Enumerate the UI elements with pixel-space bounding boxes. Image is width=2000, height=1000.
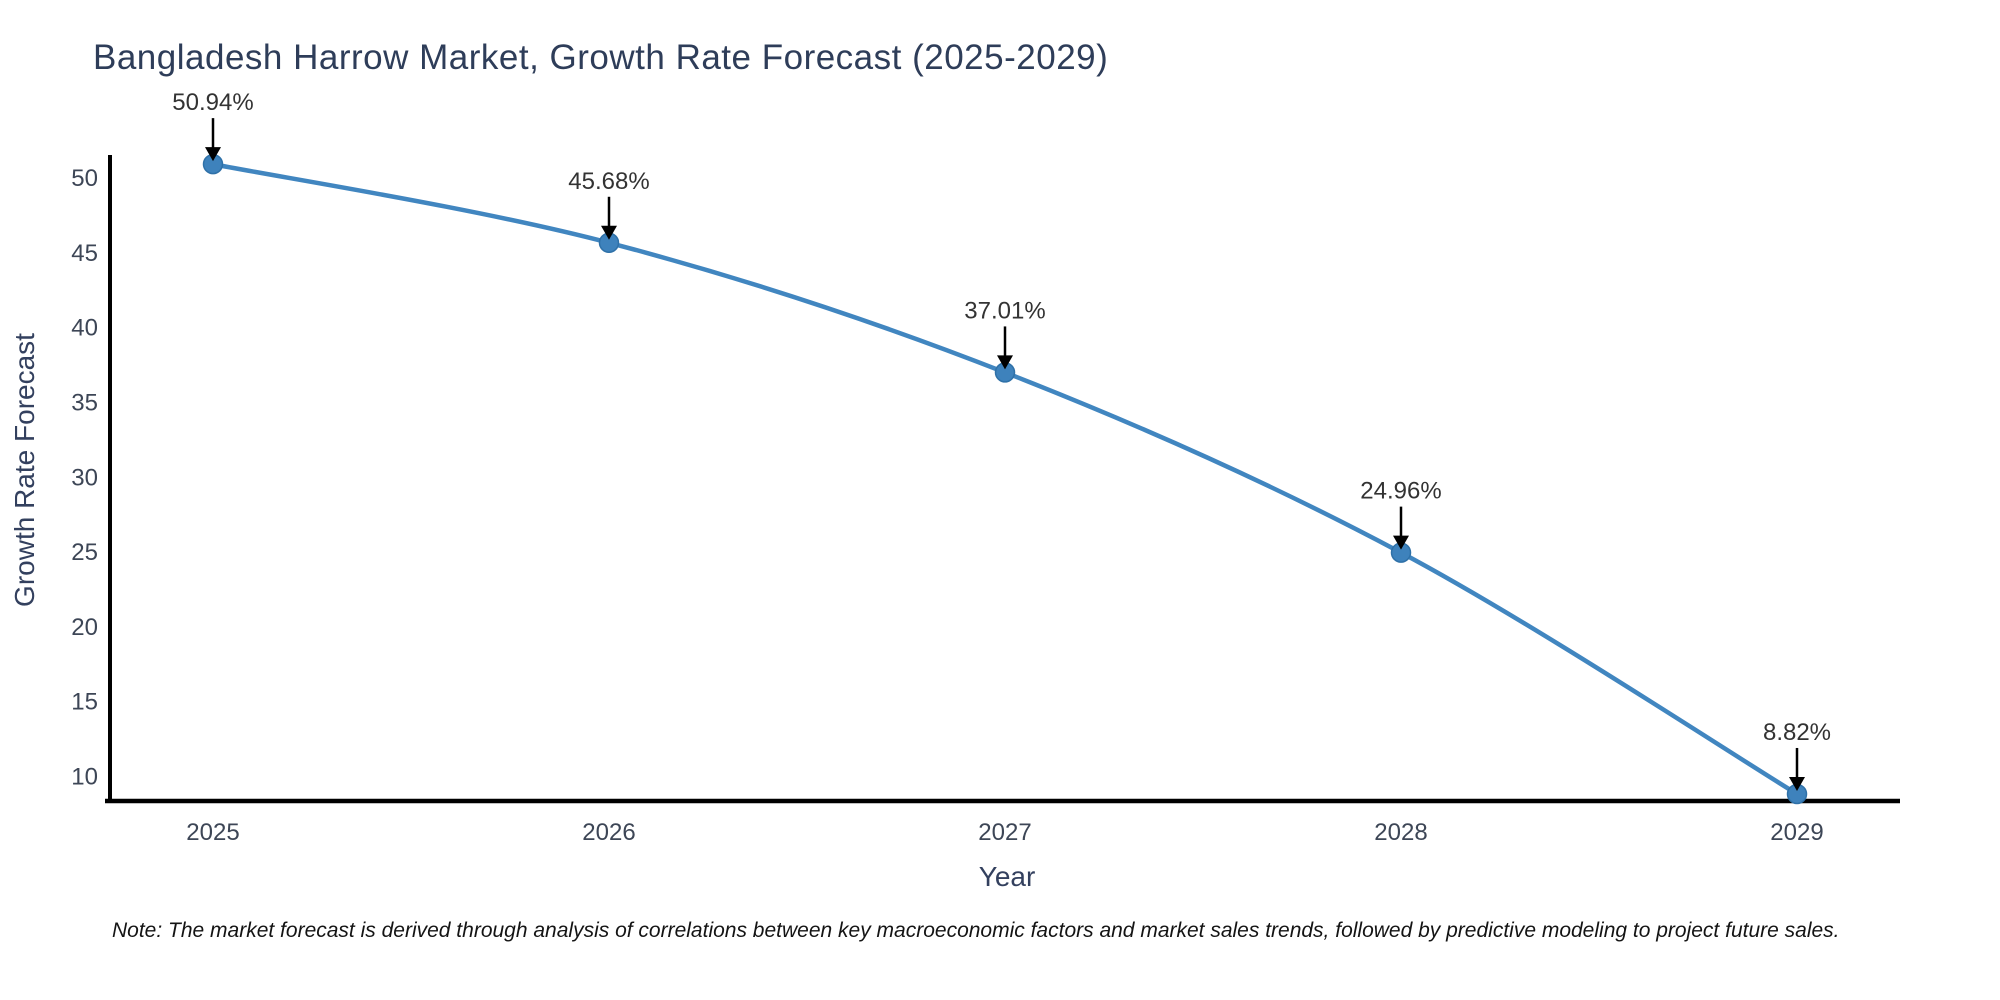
x-tick-label: 2026 bbox=[582, 819, 635, 846]
annotation-arrow-head bbox=[1393, 535, 1409, 550]
x-tick-label: 2025 bbox=[186, 819, 239, 846]
chart-title: Bangladesh Harrow Market, Growth Rate Fo… bbox=[93, 38, 1109, 77]
data-point-label: 8.82% bbox=[1763, 719, 1831, 746]
x-tick-label: 2029 bbox=[1770, 819, 1823, 846]
x-tick-label: 2027 bbox=[978, 819, 1031, 846]
y-tick-label: 35 bbox=[71, 389, 98, 416]
data-point-label: 24.96% bbox=[1360, 478, 1441, 505]
y-tick-label: 30 bbox=[71, 464, 98, 491]
x-tick-label: 2028 bbox=[1374, 819, 1427, 846]
x-axis-title: Year bbox=[978, 861, 1036, 892]
annotation-arrow-head bbox=[997, 355, 1013, 370]
annotation-arrow-head bbox=[1789, 776, 1805, 791]
annotation-arrow-head bbox=[205, 147, 221, 162]
data-point-label: 50.94% bbox=[172, 89, 253, 116]
y-tick-label: 15 bbox=[71, 689, 98, 716]
annotation-arrow-head bbox=[601, 225, 617, 240]
y-tick-label: 20 bbox=[71, 614, 98, 641]
y-tick-label: 45 bbox=[71, 240, 98, 267]
y-tick-label: 25 bbox=[71, 539, 98, 566]
footnote-text: Note: The market forecast is derived thr… bbox=[112, 919, 1840, 942]
y-axis-title: Growth Rate Forecast bbox=[9, 333, 40, 607]
data-point-label: 45.68% bbox=[568, 168, 649, 195]
y-tick-label: 10 bbox=[71, 763, 98, 790]
y-tick-label: 40 bbox=[71, 315, 98, 342]
forecast-line bbox=[210, 161, 1800, 797]
y-tick-label: 50 bbox=[71, 165, 98, 192]
data-point-label: 37.01% bbox=[964, 297, 1045, 324]
